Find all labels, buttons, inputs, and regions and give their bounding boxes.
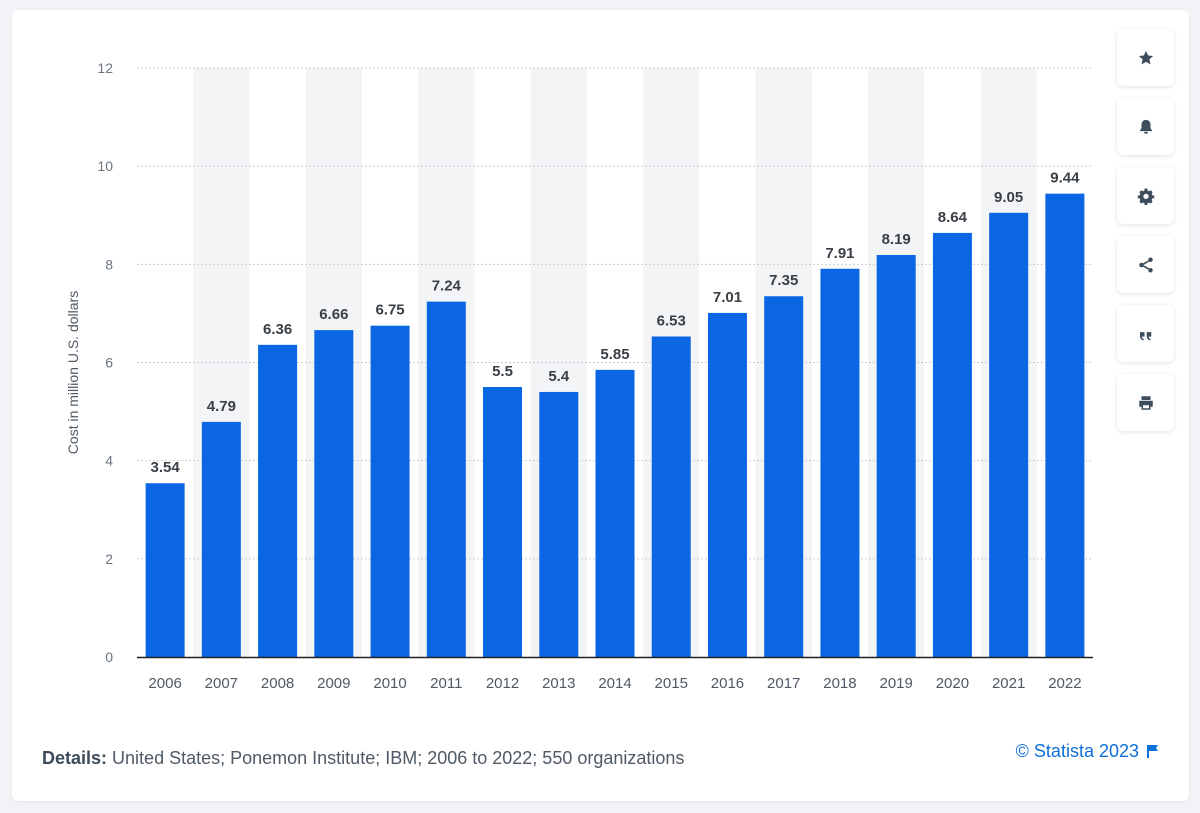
bar xyxy=(539,391,579,657)
bar xyxy=(201,421,241,657)
toolbar-sidebar xyxy=(1117,29,1174,431)
data-label: 7.35 xyxy=(769,272,798,289)
data-label: 4.79 xyxy=(207,398,236,415)
bar xyxy=(595,369,635,657)
notification-button[interactable] xyxy=(1117,98,1174,155)
data-label: 9.44 xyxy=(1050,170,1080,187)
x-tick-label: 2011 xyxy=(430,675,462,692)
bar xyxy=(820,268,860,657)
cite-button[interactable] xyxy=(1117,305,1174,362)
x-tick-label: 2014 xyxy=(598,675,631,692)
bar xyxy=(258,344,298,657)
bar xyxy=(370,325,410,657)
copyright-link[interactable]: © Statista 2023 xyxy=(1016,741,1158,762)
source-details: Details: United States; Ponemon Institut… xyxy=(42,748,684,769)
data-label: 9.05 xyxy=(994,189,1023,206)
x-tick-label: 2008 xyxy=(261,675,294,692)
x-tick-label: 2010 xyxy=(373,675,406,692)
details-label: Details: xyxy=(42,748,108,768)
bar xyxy=(707,312,747,657)
bar xyxy=(876,255,916,657)
data-label: 6.75 xyxy=(375,302,404,319)
x-tick-label: 2015 xyxy=(655,675,688,692)
print-button[interactable] xyxy=(1117,374,1174,431)
x-tick-label: 2013 xyxy=(542,675,575,692)
y-tick-label: 6 xyxy=(105,355,113,371)
x-tick-label: 2020 xyxy=(936,675,969,692)
bar xyxy=(145,483,185,657)
data-label: 5.85 xyxy=(600,346,629,363)
data-label: 6.66 xyxy=(319,306,348,323)
data-label: 7.24 xyxy=(432,278,462,295)
x-tick-label: 2022 xyxy=(1048,675,1081,692)
data-label: 5.4 xyxy=(548,368,570,385)
bar xyxy=(426,301,466,657)
x-tick-label: 2017 xyxy=(767,675,800,692)
y-tick-label: 4 xyxy=(105,453,113,469)
x-tick-label: 2007 xyxy=(205,675,238,692)
x-tick-label: 2012 xyxy=(486,675,519,692)
share-icon xyxy=(1137,256,1155,274)
bar xyxy=(932,232,972,658)
data-label: 8.19 xyxy=(882,231,911,248)
details-text: United States; Ponemon Institute; IBM; 2… xyxy=(112,748,685,768)
x-tick-label: 2018 xyxy=(823,675,856,692)
star-icon xyxy=(1137,49,1155,67)
data-label: 3.54 xyxy=(151,459,181,476)
data-label: 7.91 xyxy=(825,245,854,262)
settings-button[interactable] xyxy=(1117,167,1174,224)
y-tick-label: 2 xyxy=(105,551,113,567)
data-label: 6.53 xyxy=(657,312,686,329)
data-label: 5.5 xyxy=(492,363,513,380)
y-tick-label: 12 xyxy=(97,60,113,76)
gear-icon xyxy=(1137,187,1155,205)
y-tick-label: 0 xyxy=(105,649,113,665)
bar xyxy=(483,387,523,657)
flag-icon[interactable] xyxy=(1147,745,1158,758)
y-axis-title: Cost in million U.S. dollars xyxy=(65,291,81,454)
share-button[interactable] xyxy=(1117,236,1174,293)
print-icon xyxy=(1137,394,1155,412)
bar xyxy=(651,336,691,657)
y-tick-label: 10 xyxy=(97,158,113,174)
x-tick-label: 2009 xyxy=(317,675,350,692)
favorite-button[interactable] xyxy=(1117,29,1174,86)
bar xyxy=(1045,193,1085,658)
quote-icon xyxy=(1137,325,1155,343)
data-label: 7.01 xyxy=(713,289,742,306)
y-tick-label: 8 xyxy=(105,256,113,272)
x-tick-label: 2021 xyxy=(992,675,1025,692)
bell-icon xyxy=(1137,118,1155,136)
x-tick-label: 2016 xyxy=(711,675,744,692)
bar xyxy=(764,296,804,657)
x-tick-label: 2006 xyxy=(148,675,181,692)
data-label: 8.64 xyxy=(938,209,968,226)
data-label: 6.36 xyxy=(263,321,292,338)
copyright-text: © Statista 2023 xyxy=(1015,741,1139,761)
x-tick-label: 2019 xyxy=(879,675,912,692)
bar xyxy=(314,330,354,657)
bar xyxy=(989,212,1029,657)
bar-chart: 0 2 4 6 8 10 12 Cost in million U.S. dollars 3.5… xyxy=(65,60,1093,692)
